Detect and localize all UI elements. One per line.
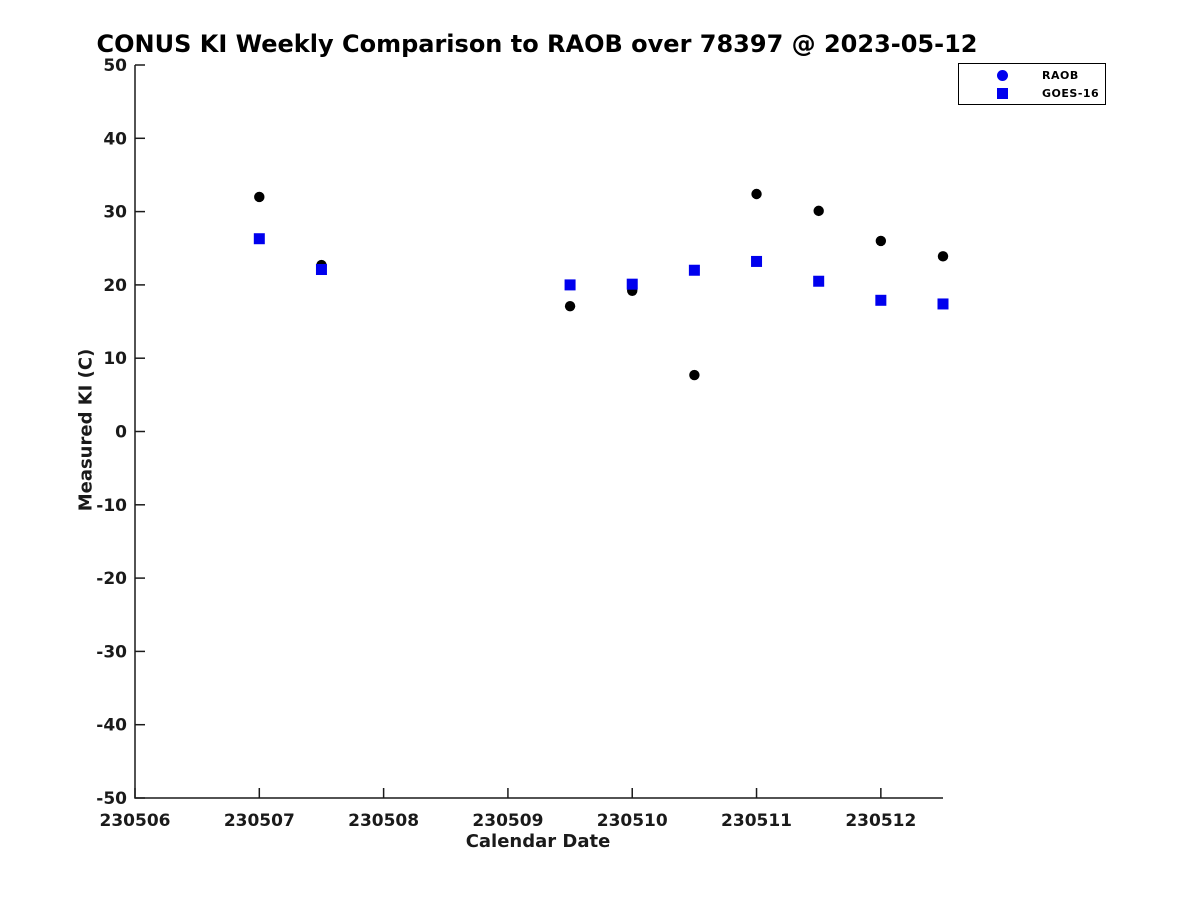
raob-point <box>689 369 700 381</box>
raob-point <box>937 251 949 262</box>
x-tick-label: 230510 <box>597 811 668 831</box>
goes-16-point <box>315 264 327 276</box>
y-tick-label: -20 <box>96 569 127 589</box>
y-tick-label: 40 <box>103 129 127 149</box>
legend: RAOB GOES-16 <box>958 63 1106 105</box>
x-tick-label: 230506 <box>100 811 171 831</box>
legend-item-raob: RAOB <box>959 68 1105 82</box>
x-tick-label: 230512 <box>845 811 916 831</box>
x-axis-label: Calendar Date <box>465 831 611 852</box>
y-tick-label: 50 <box>103 56 127 76</box>
goes-16-point <box>875 294 887 306</box>
x-tick-label: 230509 <box>472 811 543 831</box>
x-tick-label: 230507 <box>224 811 295 831</box>
y-tick-label: 10 <box>103 349 127 369</box>
y-tick-label: 30 <box>103 203 127 223</box>
chart-title: CONUS KI Weekly Comparison to RAOB over … <box>96 30 978 58</box>
axes-lines <box>134 65 943 799</box>
goes-16-point <box>688 264 700 276</box>
goes-16-point <box>937 298 949 310</box>
goes-16-point <box>751 255 763 267</box>
x-tick-label: 230511 <box>721 811 792 831</box>
x-tick-label: 230508 <box>348 811 419 831</box>
legend-label-goes16: GOES-16 <box>1042 86 1100 100</box>
legend-label-raob: RAOB <box>1042 68 1079 82</box>
raob-point <box>564 300 576 312</box>
y-tick-label: 20 <box>103 276 127 296</box>
y-axis-label: Measured KI (C) <box>75 348 97 512</box>
y-tick-label: -10 <box>96 496 127 516</box>
goes-16-point <box>813 275 825 287</box>
y-tick-label: -50 <box>96 789 127 809</box>
goes16-legend-marker-icon <box>997 87 1008 99</box>
y-tick-label: -40 <box>96 716 127 736</box>
raob-legend-marker-icon <box>997 69 1008 81</box>
goes-16-point <box>564 279 576 291</box>
raob-point <box>875 235 887 247</box>
raob-point <box>813 205 824 217</box>
raob-point <box>751 188 762 200</box>
y-tick-label: -30 <box>96 642 127 662</box>
goes-16-point <box>626 278 638 290</box>
raob-point <box>254 191 265 203</box>
y-tick-label: 0 <box>115 423 127 443</box>
goes-16-point <box>253 233 265 245</box>
legend-item-goes16: GOES-16 <box>959 86 1105 100</box>
